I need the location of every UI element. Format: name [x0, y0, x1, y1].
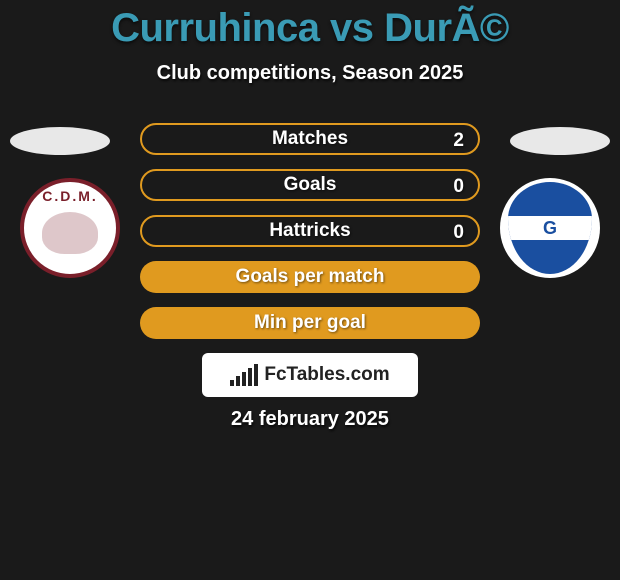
brand-bar: [230, 380, 234, 386]
comparison-card: Curruhinca vs DurÃ© Club competitions, S…: [0, 0, 620, 580]
badge-left-emblem: [42, 212, 98, 254]
stat-label: Matches: [272, 128, 348, 150]
stat-pill: Min per goal: [140, 307, 480, 339]
badge-right-glyph: G: [508, 218, 592, 239]
stat-pill: Goals 0: [140, 169, 480, 201]
page-title: Curruhinca vs DurÃ©: [0, 6, 620, 51]
badge-right-ring: G: [500, 178, 600, 278]
stat-value: 0: [453, 171, 464, 203]
stat-pill: Matches 2: [140, 123, 480, 155]
left-ellipse-decor: [10, 127, 110, 155]
stat-label: Min per goal: [254, 312, 366, 334]
page-subtitle: Club competitions, Season 2025: [0, 62, 620, 85]
brand-bar: [236, 376, 240, 386]
stat-pill: Goals per match: [140, 261, 480, 293]
badge-left-label: C.D.M.: [20, 188, 120, 204]
brand-text: FcTables.com: [264, 364, 389, 386]
snapshot-date: 24 february 2025: [0, 408, 620, 431]
brand-bar: [242, 372, 246, 386]
stat-label: Goals: [284, 174, 337, 196]
stat-label: Hattricks: [269, 220, 350, 242]
stat-value: 2: [453, 125, 464, 157]
brand-box: FcTables.com: [202, 353, 418, 397]
stat-pill: Hattricks 0: [140, 215, 480, 247]
stats-list: Matches 2 Goals 0 Hattricks 0 Goals per match M…: [140, 123, 480, 353]
brand-bars-icon: [230, 364, 258, 386]
club-badge-left: C.D.M.: [20, 178, 120, 278]
club-badge-right: G: [500, 178, 600, 278]
right-ellipse-decor: [510, 127, 610, 155]
badge-right-shield: G: [508, 182, 592, 274]
stat-label: Goals per match: [236, 266, 385, 288]
brand-bar: [254, 364, 258, 386]
brand-bar: [248, 368, 252, 386]
stat-value: 0: [453, 217, 464, 249]
